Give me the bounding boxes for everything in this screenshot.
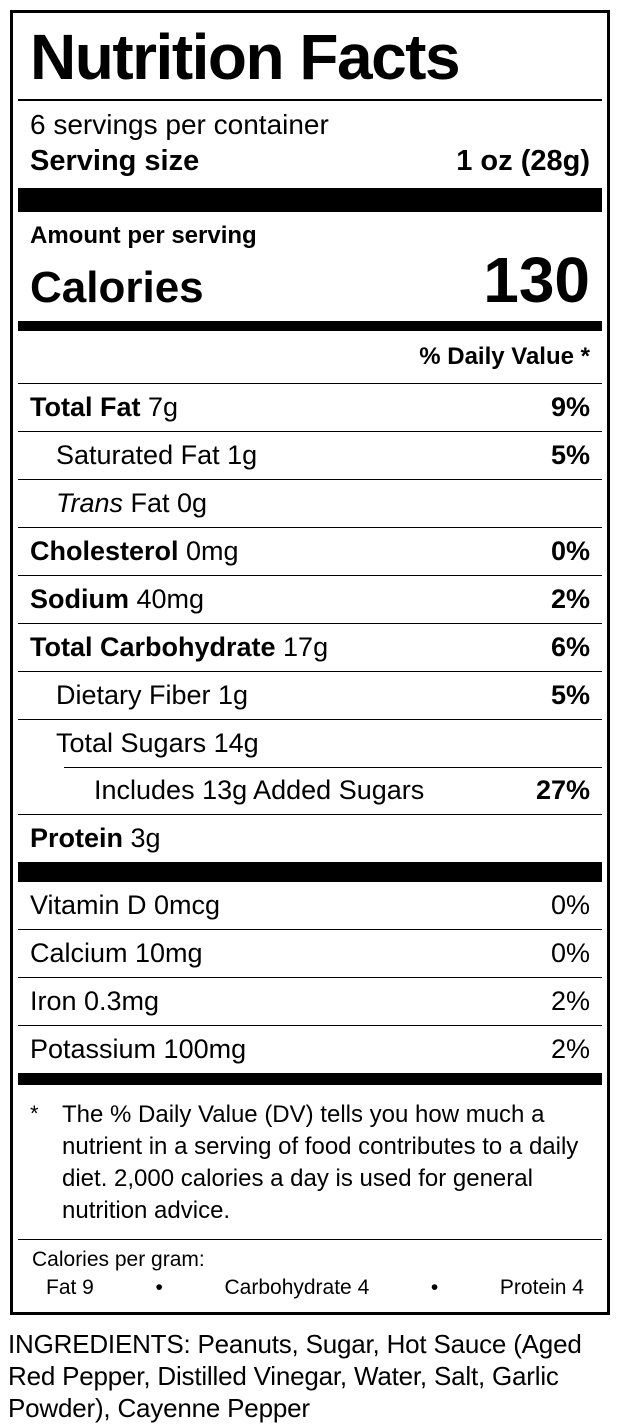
vitamin-row: Iron 0.3mg 2%: [18, 977, 602, 1025]
footnote-asterisk: *: [30, 1101, 39, 1126]
vitamin-row: Vitamin D 0mcg 0%: [18, 882, 602, 929]
nutrient-name-part: Includes 13g Added Sugars: [94, 775, 425, 805]
nutrient-name-part: Dietary Fiber 1g: [56, 680, 249, 710]
calories-per-gram-item: Protein 4: [499, 1275, 584, 1299]
nutrient-daily-value: 0%: [550, 536, 590, 566]
calories-label: Calories: [30, 263, 204, 312]
serving-size-row: Serving size 1 oz (28g): [18, 141, 602, 188]
medium-separator-bar: [18, 321, 602, 331]
nutrient-daily-value: 6%: [550, 632, 590, 662]
serving-size-value: 1 oz (28g): [456, 145, 590, 177]
nutrient-daily-value: 27%: [535, 775, 590, 805]
nutrient-row: Cholesterol 0mg 0%: [18, 527, 602, 575]
nutrient-name-part: Saturated Fat 1g: [56, 440, 258, 470]
nutrient-name: Trans Fat 0g: [56, 488, 207, 519]
vitamin-daily-value: 2%: [550, 986, 590, 1016]
calories-value: 130: [483, 244, 590, 316]
vitamin-name: Iron 0.3mg: [30, 986, 160, 1016]
medium-separator-bar: [18, 1073, 602, 1085]
nutrient-name: Cholesterol 0mg: [30, 536, 239, 567]
nutrient-daily-value: 5%: [550, 440, 590, 470]
nutrient-name-part: 0mg: [178, 536, 239, 566]
nutrient-name-part: Fat 0g: [123, 488, 208, 518]
calories-per-gram-values: Fat 9 • Carbohydrate 4 • Protein 4: [30, 1272, 590, 1300]
title-rule: [18, 99, 602, 101]
servings-per-container: 6 servings per container: [30, 109, 329, 140]
nutrient-name-part: 3g: [123, 823, 161, 853]
nutrient-row: Saturated Fat 1g 5%: [18, 431, 602, 479]
vitamin-name: Vitamin D 0mcg: [30, 890, 221, 920]
nutrient-name-part: Total Fat: [30, 392, 141, 422]
amount-per-serving-label: Amount per serving: [30, 222, 257, 249]
bullet-separator: •: [430, 1275, 439, 1299]
nutrient-name-part: 7g: [140, 392, 179, 422]
nutrient-name-part: Cholesterol: [30, 536, 179, 566]
calories-per-gram-item: Fat 9: [46, 1275, 94, 1299]
calories-per-gram-heading: Calories per gram:: [32, 1247, 205, 1271]
bullet-separator: •: [155, 1275, 163, 1299]
thick-separator-bar: [18, 862, 602, 882]
calories-per-gram-section: Calories per gram: Fat 9 • Carbohydrate 4 •…: [18, 1238, 602, 1312]
vitamin-daily-value: 0%: [550, 938, 590, 968]
daily-value-header: % Daily Value *: [419, 343, 590, 370]
nutrient-name-part: Total Carbohydrate: [30, 632, 276, 662]
nutrient-name: Dietary Fiber 1g: [56, 680, 248, 711]
nutrient-daily-value: 2%: [550, 584, 590, 614]
thick-separator-bar: [18, 188, 602, 212]
nutrient-row: Total Fat 7g 9%: [18, 383, 602, 431]
label-title: Nutrition Facts: [30, 21, 461, 93]
nutrient-row: Total Carbohydrate 17g 6%: [18, 623, 602, 671]
nutrient-name: Includes 13g Added Sugars: [94, 775, 424, 806]
nutrient-name-part: 40mg: [129, 584, 205, 614]
daily-value-footnote: * The % Daily Value (DV) tells you how m…: [18, 1085, 602, 1239]
calories-row: Calories 130: [18, 244, 602, 321]
vitamin-table: Vitamin D 0mcg 0% Calcium 10mg 0% Iron 0.3mg…: [18, 882, 602, 1073]
nutrient-name: Saturated Fat 1g: [56, 440, 257, 471]
nutrient-row: Includes 13g Added Sugars 27%: [18, 767, 602, 814]
nutrient-name-part: Total Sugars 14g: [56, 728, 259, 758]
nutrient-name-part: Trans: [56, 488, 124, 518]
vitamin-daily-value: 2%: [550, 1034, 590, 1064]
nutrition-facts-label: Nutrition Facts 6 servings per container…: [10, 10, 610, 1315]
nutrient-row: Trans Fat 0g: [18, 479, 602, 527]
vitamin-name: Calcium 10mg: [30, 938, 203, 968]
nutrient-name: Total Fat 7g: [30, 392, 178, 423]
nutrient-name-part: Sodium: [30, 584, 129, 614]
ingredients-statement: INGREDIENTS: Peanuts, Sugar, Hot Sauce (…: [8, 1328, 582, 1423]
vitamin-row: Calcium 10mg 0%: [18, 929, 602, 977]
nutrient-name-part: 17g: [275, 632, 329, 662]
nutrient-name: Total Sugars 14g: [56, 728, 259, 759]
nutrient-row: Total Sugars 14g: [18, 719, 602, 767]
nutrient-row: Sodium 40mg 2%: [18, 575, 602, 623]
nutrient-row: Dietary Fiber 1g 5%: [18, 671, 602, 719]
nutrient-name-part: Protein: [30, 823, 124, 853]
calories-per-gram-item: Carbohydrate 4: [224, 1275, 370, 1299]
nutrient-daily-value: 9%: [550, 392, 590, 422]
vitamin-daily-value: 0%: [550, 890, 590, 920]
nutrient-name: Protein 3g: [30, 823, 161, 854]
vitamin-row: Potassium 100mg 2%: [18, 1025, 602, 1073]
nutrient-daily-value: 5%: [550, 680, 590, 710]
footnote-text: The % Daily Value (DV) tells you how muc…: [62, 1101, 579, 1224]
nutrient-name: Sodium 40mg: [30, 584, 204, 615]
serving-size-label: Serving size: [30, 145, 200, 177]
vitamin-name: Potassium 100mg: [30, 1034, 247, 1064]
nutrient-table: Total Fat 7g 9% Saturated Fat 1g 5% Trans Fa…: [18, 383, 602, 862]
nutrient-row: Protein 3g: [18, 814, 602, 862]
nutrient-name: Total Carbohydrate 17g: [30, 632, 328, 663]
